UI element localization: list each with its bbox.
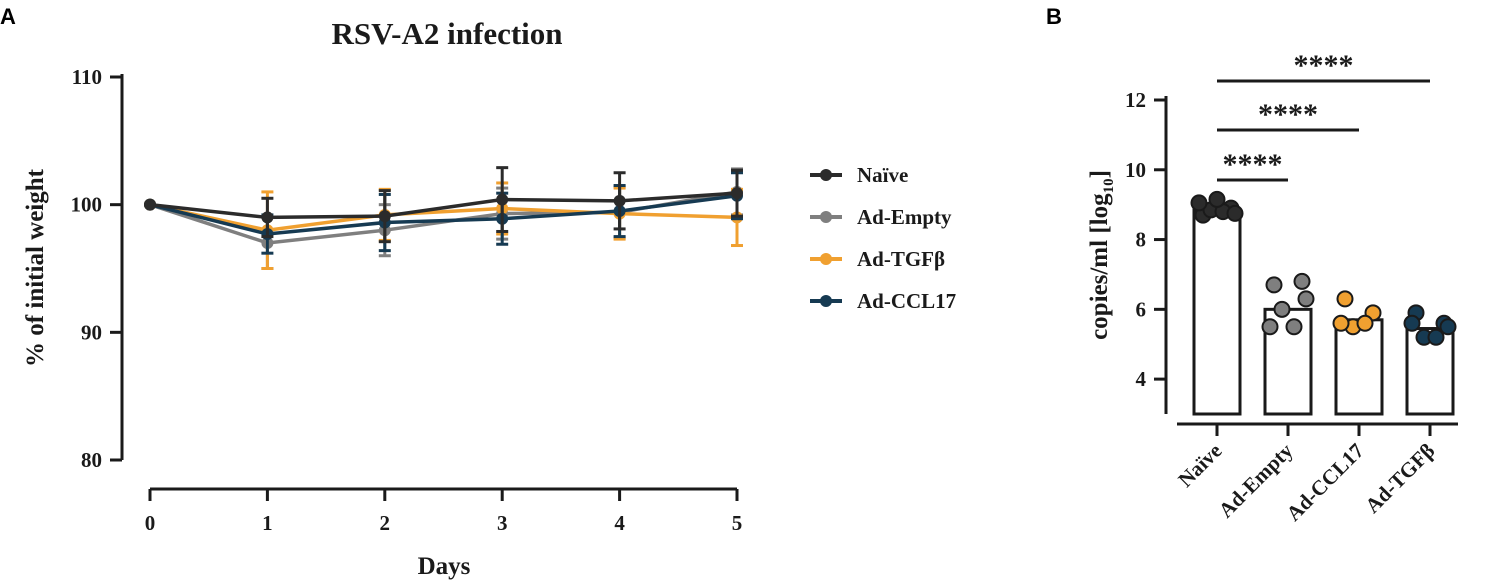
chart-a-x-tick-label: 3	[497, 511, 508, 535]
chart-b-y-title: copies/ml [log10]	[1086, 170, 1117, 340]
panel-a-letter: A	[0, 4, 16, 29]
chart-a-x-tick-label: 2	[380, 511, 391, 535]
chart-b-data-point	[1427, 328, 1445, 346]
chart-a-data-point	[496, 193, 509, 206]
legend-marker	[820, 295, 832, 307]
legend-marker	[820, 253, 832, 265]
chart-a-series-line	[149, 191, 738, 220]
chart-b-x-tick-label: Ad-CCL17	[1281, 439, 1368, 526]
chart-b-data-point	[1261, 318, 1279, 336]
chart-a-data-point	[613, 194, 626, 207]
chart-a-x-tick-label: 5	[732, 511, 743, 535]
legend-marker	[820, 169, 832, 181]
legend-label: Ad-TGFβ	[857, 247, 945, 271]
legend-label: Ad-Empty	[857, 205, 952, 229]
chart-a-title: RSV-A2 infection	[331, 16, 562, 51]
chart-b-x-tick-label: Naïve	[1173, 439, 1226, 492]
chart-a-series-0	[144, 166, 743, 244]
chart-b-data-point	[1208, 190, 1226, 208]
chart-a-x-tick-label: 1	[262, 511, 273, 535]
chart-a-data-point	[144, 198, 156, 211]
chart-b-data-point	[1285, 318, 1303, 336]
chart-a-x-tick-label: 4	[614, 511, 625, 535]
chart-a-y-tick-label: 110	[72, 65, 102, 89]
chart-b-x-tick-label: Ad-TGFβ	[1360, 439, 1439, 518]
chart-b-data-point	[1226, 204, 1244, 222]
chart-b-data-point	[1190, 194, 1208, 212]
chart-b-bar	[1192, 208, 1242, 416]
chart-a-data-point	[261, 211, 274, 224]
chart-a-data-point	[731, 187, 743, 200]
chart-a-x-title: Days	[418, 553, 471, 580]
chart-a-y-title: % of initial weight	[22, 168, 49, 367]
panel-b-letter: B	[1046, 4, 1062, 29]
significance-label: ****	[1223, 148, 1283, 181]
chart-b-y-tick-label: 8	[1136, 228, 1147, 252]
chart-b-data-point	[1336, 290, 1354, 308]
chart-b-y-tick-label: 10	[1125, 158, 1146, 182]
significance-label: ****	[1258, 98, 1318, 131]
chart-a-y-tick-label: 90	[81, 320, 102, 344]
chart-b-y-tick-label: 4	[1136, 367, 1147, 391]
chart-b-data-point	[1356, 314, 1374, 332]
chart-b-bar	[1334, 318, 1384, 416]
legend-label: Naïve	[857, 163, 908, 187]
chart-b-y-tick-label: 12	[1125, 88, 1146, 112]
legend-marker	[820, 211, 832, 223]
chart-b-data-point	[1297, 290, 1315, 308]
chart-a-series-line	[149, 202, 738, 232]
chart-b-data-point	[1265, 276, 1283, 294]
chart-b-bar	[1405, 327, 1455, 416]
panel-b-bar-chart: copies/ml [log10] 4681012NaïveAd-EmptyAd…	[1086, 49, 1458, 526]
chart-b-data-point	[1332, 314, 1350, 332]
significance-label: ****	[1294, 49, 1354, 82]
chart-b-data-point	[1403, 314, 1421, 332]
chart-a-y-tick-label: 100	[71, 193, 103, 217]
chart-a-data-point	[378, 210, 391, 223]
legend-label: Ad-CCL17	[857, 289, 956, 313]
chart-a-series-line	[149, 193, 738, 236]
chart-b-data-point	[1293, 272, 1311, 290]
chart-a-y-tick-label: 80	[81, 448, 102, 472]
chart-b-data-point	[1439, 318, 1457, 336]
chart-b-y-tick-label: 6	[1136, 297, 1147, 321]
chart-a-series-1	[144, 167, 743, 270]
chart-b-data-point	[1273, 300, 1291, 318]
panel-a-line-chart: RSV-A2 infection Days % of initial weigh…	[22, 16, 956, 580]
chart-a-x-tick-label: 0	[145, 511, 156, 535]
